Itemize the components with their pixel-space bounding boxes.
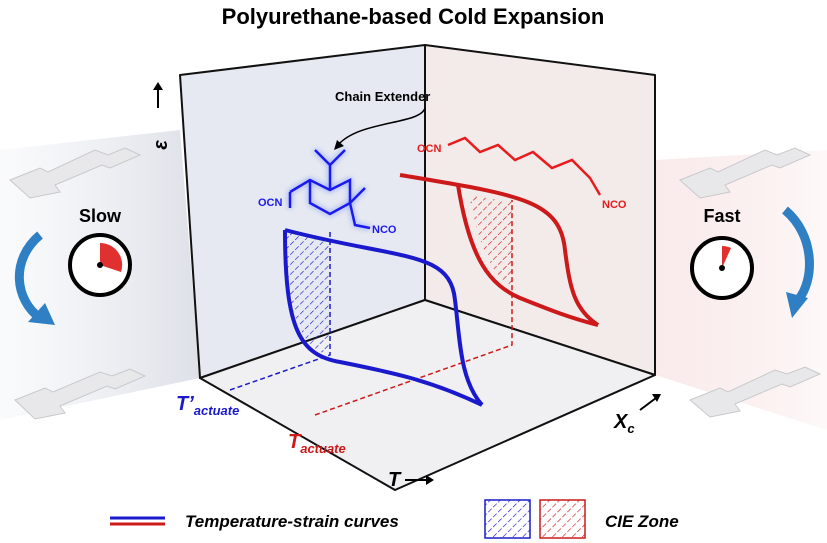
molecule-label: NCO bbox=[602, 199, 627, 211]
clock-wedge bbox=[100, 242, 123, 272]
axis-label: T bbox=[388, 469, 402, 491]
t-prime-label: T’actuate bbox=[176, 393, 239, 418]
rotation-arrow bbox=[14, 231, 44, 322]
molecule-label: NCO bbox=[372, 224, 397, 236]
curve bbox=[284, 228, 484, 407]
curve bbox=[399, 173, 600, 327]
clock-wedge bbox=[722, 246, 731, 268]
arrow bbox=[334, 140, 344, 150]
molecule bbox=[447, 136, 602, 196]
arrow bbox=[639, 397, 657, 411]
legend-label: Temperature-strain curves bbox=[185, 512, 399, 531]
molecule-label: OCN bbox=[258, 197, 283, 209]
arrow bbox=[337, 107, 426, 146]
axis-label: Xc bbox=[613, 411, 635, 436]
legend-label: CIE Zone bbox=[605, 512, 679, 531]
curve bbox=[456, 184, 599, 327]
annotation: Chain Extender bbox=[335, 89, 430, 104]
axis-label: ε bbox=[150, 140, 172, 150]
t: T bbox=[288, 431, 302, 453]
molecule bbox=[288, 149, 371, 230]
rate-label: Fast bbox=[703, 206, 740, 226]
axis-label: X bbox=[613, 411, 629, 433]
curve bbox=[283, 229, 483, 407]
title: Polyurethane-based Cold Expansion bbox=[222, 4, 605, 29]
arrow bbox=[426, 475, 434, 485]
rotation-arrow bbox=[28, 303, 55, 325]
cie-zone bbox=[470, 195, 512, 285]
rate-label: Slow bbox=[79, 206, 122, 226]
rotation-arrow bbox=[786, 292, 808, 318]
t-prime: T’ bbox=[176, 393, 194, 415]
t-prime-sub: actuate bbox=[194, 403, 240, 418]
arrow bbox=[652, 394, 661, 402]
legend-swatch bbox=[539, 499, 586, 539]
axis-sub: c bbox=[627, 421, 635, 436]
molecule-label: OCN bbox=[417, 143, 442, 155]
box bbox=[179, 44, 656, 491]
specimen bbox=[9, 147, 822, 420]
cie-zone bbox=[285, 230, 330, 355]
rotation-arrow bbox=[781, 206, 814, 303]
legend-swatch bbox=[484, 499, 531, 539]
arrow bbox=[153, 82, 163, 90]
clock-center bbox=[719, 265, 725, 271]
t-sub: actuate bbox=[300, 441, 346, 456]
clock-center bbox=[97, 262, 103, 268]
t-label: Tactuate bbox=[288, 431, 346, 456]
